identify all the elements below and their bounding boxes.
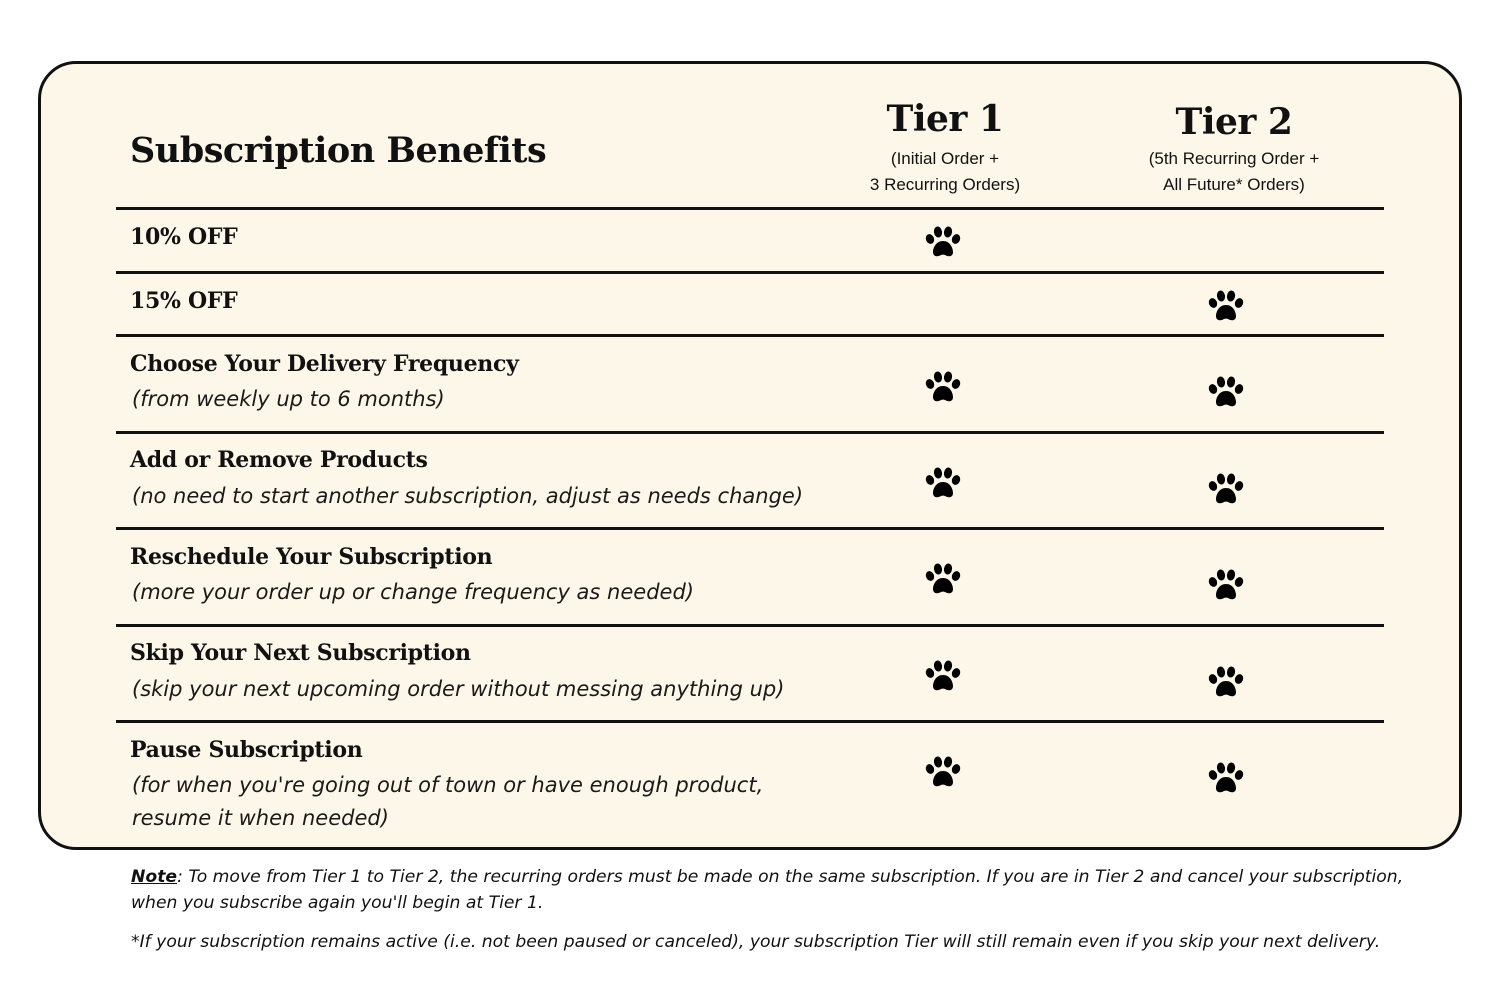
benefits-card bbox=[38, 61, 1462, 850]
paw-print-icon bbox=[923, 226, 963, 262]
benefit-desc-delivery-frequency: (from weekly up to 6 months) bbox=[132, 387, 445, 411]
benefit-title-reschedule: Reschedule Your Subscription bbox=[130, 544, 493, 570]
paw-print-icon bbox=[923, 756, 963, 792]
benefit-desc-skip: (skip your next upcoming order without m… bbox=[132, 677, 785, 701]
paw-print-icon bbox=[1206, 376, 1246, 412]
row-divider bbox=[116, 334, 1384, 337]
tier-2-subtitle-line-2: All Future* Orders) bbox=[1163, 174, 1305, 194]
note-label: Note bbox=[131, 867, 178, 887]
paw-print-icon bbox=[923, 371, 963, 407]
paw-print-icon bbox=[923, 563, 963, 599]
footnote: *If your subscription remains active (i.… bbox=[131, 932, 1381, 952]
table-header-divider bbox=[116, 207, 1384, 210]
benefit-title-skip: Skip Your Next Subscription bbox=[130, 640, 471, 666]
benefit-title-pause: Pause Subscription bbox=[130, 737, 363, 763]
page-title: Subscription Benefits bbox=[130, 130, 547, 171]
row-divider bbox=[116, 431, 1384, 434]
benefit-desc-pause-line-1: (for when you're going out of town or ha… bbox=[132, 773, 764, 797]
paw-print-icon bbox=[1206, 569, 1246, 605]
tier-2-header: Tier 2 (5th Recurring Order + All Future… bbox=[1120, 101, 1348, 198]
benefit-title-10-off: 10% OFF bbox=[130, 224, 238, 250]
benefit-title-add-remove: Add or Remove Products bbox=[130, 447, 428, 473]
row-divider bbox=[116, 271, 1384, 274]
benefit-title-15-off: 15% OFF bbox=[130, 288, 238, 314]
tier-2-subtitle-line-1: (5th Recurring Order + bbox=[1148, 148, 1320, 168]
benefit-title-delivery-frequency: Choose Your Delivery Frequency bbox=[130, 351, 519, 377]
benefit-desc-reschedule: (more your order up or change frequency … bbox=[132, 580, 694, 604]
row-divider bbox=[116, 624, 1384, 627]
tier-2-name: Tier 2 bbox=[1175, 101, 1293, 143]
tier-1-subtitle-line-1: (Initial Order + bbox=[890, 148, 1000, 168]
paw-print-icon bbox=[1206, 473, 1246, 509]
benefit-desc-add-remove: (no need to start another subscription, … bbox=[132, 484, 804, 508]
tier-1-name: Tier 1 bbox=[886, 98, 1004, 140]
paw-print-icon bbox=[1206, 762, 1246, 798]
paw-print-icon bbox=[923, 660, 963, 696]
row-divider bbox=[116, 527, 1384, 530]
tier-1-header: Tier 1 (Initial Order + 3 Recurring Orde… bbox=[845, 98, 1045, 198]
tier-1-subtitle-line-2: 3 Recurring Orders) bbox=[869, 174, 1021, 194]
row-divider bbox=[116, 720, 1384, 723]
note-line-2: when you subscribe again you'll begin at… bbox=[131, 893, 544, 913]
paw-print-icon bbox=[923, 467, 963, 503]
paw-print-icon bbox=[1206, 290, 1246, 326]
note-text: : To move from Tier 1 to Tier 2, the rec… bbox=[177, 867, 1404, 887]
benefit-desc-pause-line-2: resume it when needed) bbox=[132, 806, 389, 830]
paw-print-icon bbox=[1206, 666, 1246, 702]
note-line-1: Note: To move from Tier 1 to Tier 2, the… bbox=[131, 864, 1403, 890]
